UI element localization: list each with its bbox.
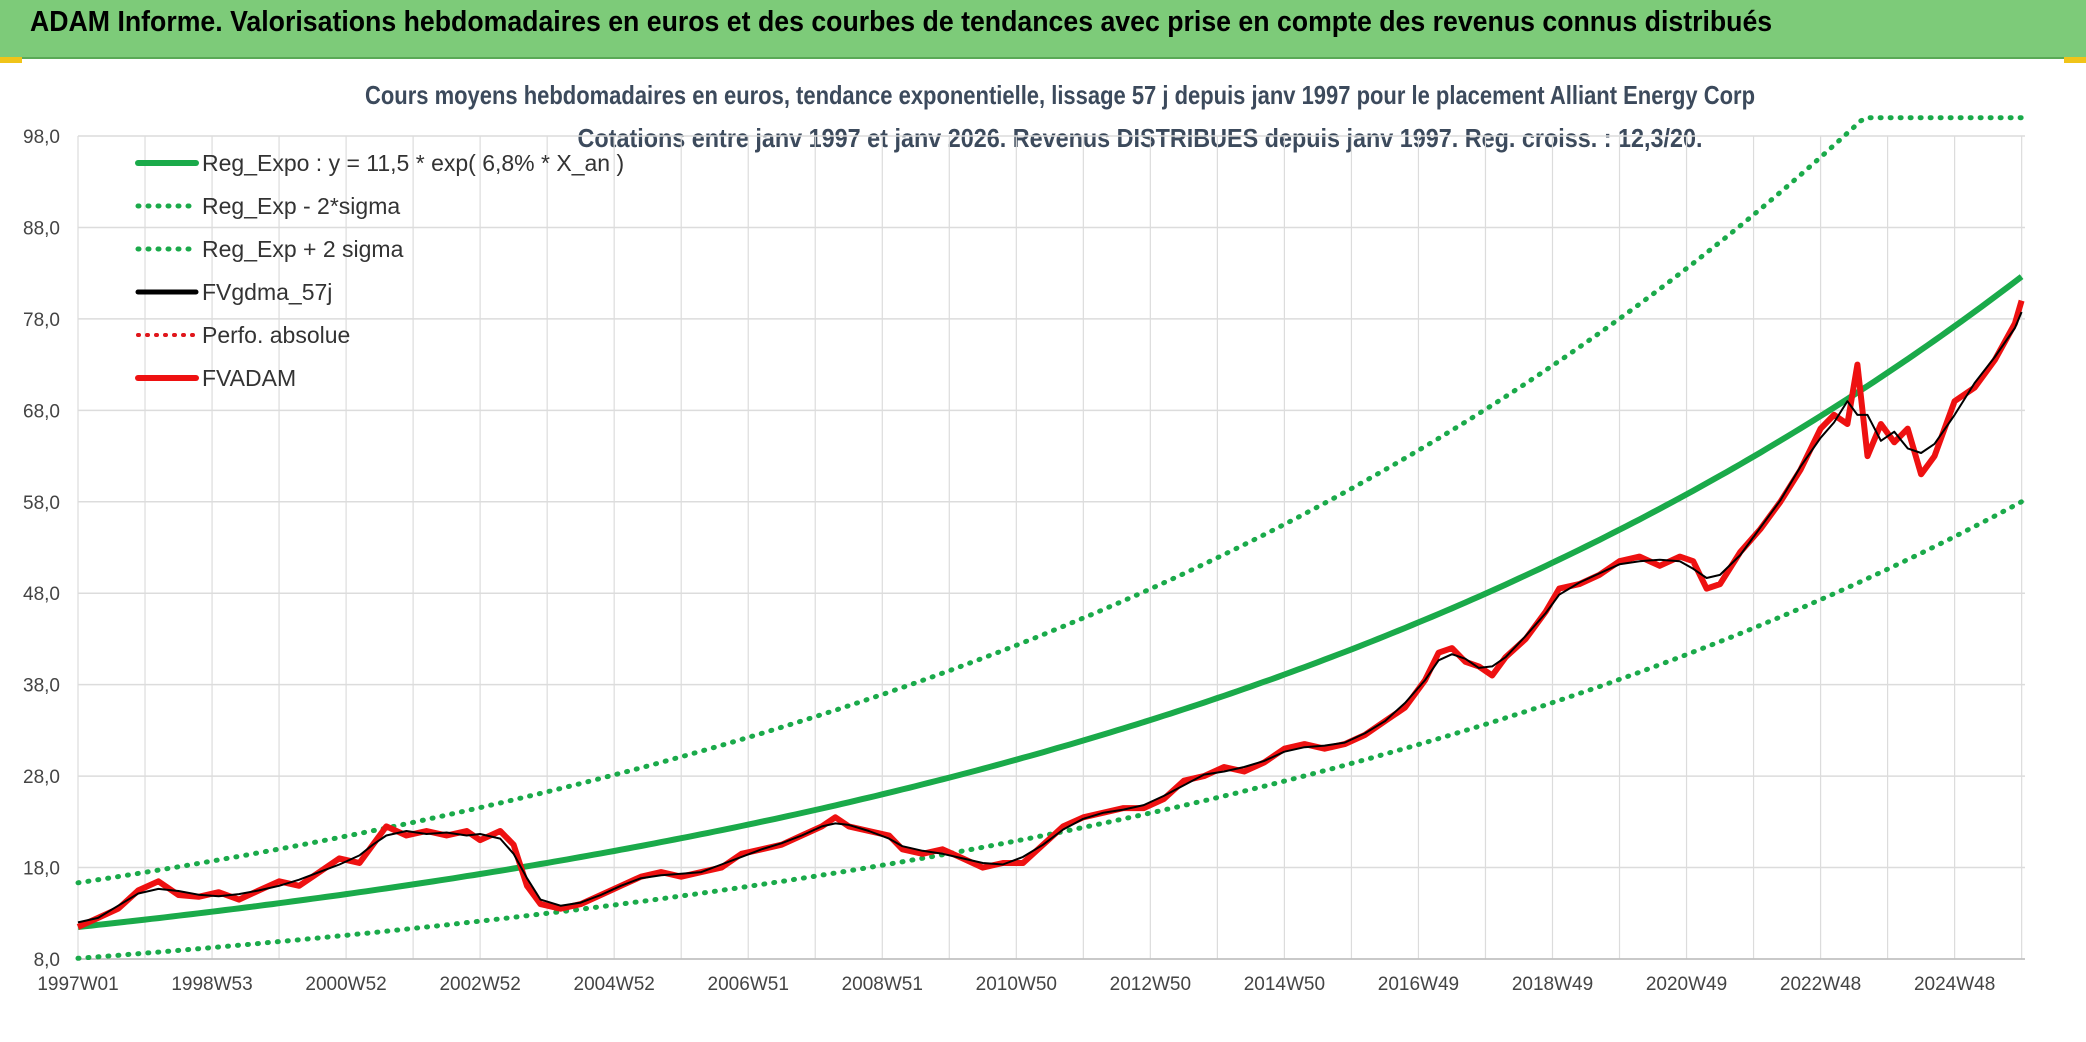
x-tick-label: 2006W51 [708,974,789,995]
x-tick-label: 1998W53 [171,974,252,995]
x-tick-label: 2000W52 [305,974,386,995]
header-title: ADAM Informe. Valorisations hebdomadaire… [30,6,1773,38]
corner-mark-left [0,57,22,63]
legend-label: Reg_Expo : y = 11,5 * exp( 6,8% * X_an ) [202,150,624,176]
series-reg-exp-plus-2sigma [75,115,2025,886]
legend-label: Perfo. absolue [202,322,350,348]
series-fvgdma-57j [77,311,2023,924]
y-tick-label: 8,0 [34,950,60,971]
chart-title-line2: Cotations entre janv 1997 et janv 2026. … [578,123,1703,153]
y-tick-label: 68,0 [23,401,60,422]
corner-mark-right [2064,57,2086,63]
y-tick-label: 58,0 [23,493,60,514]
x-tick-label: 2004W52 [574,974,655,995]
x-tick-label: 2018W49 [1512,974,1593,995]
y-tick-label: 18,0 [23,859,60,880]
x-tick-label: 2014W50 [1244,974,1325,995]
x-tick-label: 2024W48 [1914,974,1995,995]
x-tick-label: 1997W01 [37,974,118,995]
x-tick-label: 2012W50 [1110,974,1191,995]
chart-svg: Cours moyens hebdomadaires en euros, ten… [23,80,2025,995]
x-tick-label: 2008W51 [842,974,923,995]
x-tick-label: 2002W52 [439,974,520,995]
legend-label: Reg_Exp - 2*sigma [202,193,400,219]
y-tick-label: 78,0 [23,310,60,331]
legend-label: FVADAM [202,365,296,391]
header-banner: ADAM Informe. Valorisations hebdomadaire… [0,0,2086,59]
chart-title-line1: Cours moyens hebdomadaires en euros, ten… [365,80,1755,110]
x-tick-label: 2016W49 [1378,974,1459,995]
y-tick-label: 98,0 [23,127,60,148]
y-tick-label: 28,0 [23,767,60,788]
y-tick-label: 88,0 [23,218,60,239]
x-tick-label: 2020W49 [1646,974,1727,995]
legend-label: FVgdma_57j [202,279,332,305]
y-tick-label: 48,0 [23,584,60,605]
x-tick-label: 2022W48 [1780,974,1861,995]
series-reg-expo [77,274,2024,930]
x-tick-label: 2010W50 [976,974,1057,995]
y-tick-label: 38,0 [23,676,60,697]
legend-label: Reg_Exp + 2 sigma [202,236,404,262]
series-reg-exp-minus-2sigma [75,499,2025,961]
chart-area: Cours moyens hebdomadaires en euros, ten… [0,59,2086,1037]
